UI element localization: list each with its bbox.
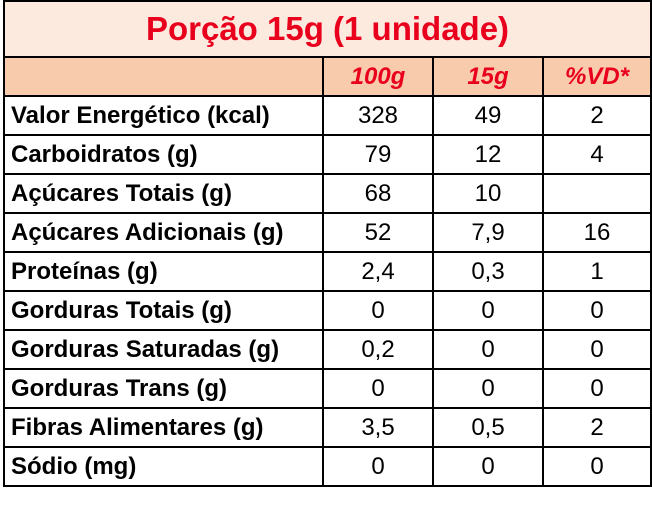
table-row: Gorduras Trans (g) 0 0 0 — [3, 368, 652, 409]
column-header: 100g — [322, 56, 434, 97]
row-label: Açúcares Totais (g) — [3, 173, 324, 214]
table-row: Açúcares Adicionais (g) 52 7,9 16 — [3, 212, 652, 253]
table-row: Açúcares Totais (g) 68 10 — [3, 173, 652, 214]
cell-value: 1 — [541, 251, 652, 292]
cell-value: 2,4 — [322, 251, 434, 292]
cell-value: 10 — [432, 173, 544, 214]
column-header: 15g — [432, 56, 544, 97]
table-row: Carboidratos (g) 79 12 4 — [3, 134, 652, 175]
nutrition-table: Porção 15g (1 unidade) 100g 15g %VD* Valor … — [2, 0, 652, 487]
cell-value: 16 — [541, 212, 652, 253]
cell-value: 328 — [322, 95, 434, 136]
table-row: Sódio (mg) 0 0 0 — [3, 446, 652, 487]
cell-value: 52 — [322, 212, 434, 253]
cell-value: 0 — [322, 446, 434, 487]
cell-value: 3,5 — [322, 407, 434, 448]
cell-value: 2 — [541, 95, 652, 136]
cell-value — [541, 173, 652, 214]
cell-value: 0,2 — [322, 329, 434, 370]
table-row: Gorduras Totais (g) 0 0 0 — [3, 290, 652, 331]
cell-value: 0 — [432, 368, 544, 409]
row-label: Gorduras Trans (g) — [3, 368, 324, 409]
cell-value: 0,3 — [432, 251, 544, 292]
row-label: Valor Energético (kcal) — [3, 95, 324, 136]
cell-value: 0 — [432, 329, 544, 370]
cell-value: 0 — [432, 290, 544, 331]
row-label: Fibras Alimentares (g) — [3, 407, 324, 448]
row-label: Carboidratos (g) — [3, 134, 324, 175]
cell-value: 0 — [541, 368, 652, 409]
cell-value: 79 — [322, 134, 434, 175]
cell-value: 2 — [541, 407, 652, 448]
cell-value: 0,5 — [432, 407, 544, 448]
cell-value: 0 — [541, 446, 652, 487]
cell-value: 0 — [432, 446, 544, 487]
table-row: Fibras Alimentares (g) 3,5 0,5 2 — [3, 407, 652, 448]
header-row: 100g 15g %VD* — [3, 56, 652, 97]
table-row: Valor Energético (kcal) 328 49 2 — [3, 95, 652, 136]
cell-value: 0 — [541, 290, 652, 331]
cell-value: 0 — [541, 329, 652, 370]
nutrition-table-wrap: Porção 15g (1 unidade) 100g 15g %VD* Valor … — [2, 0, 652, 487]
cell-value: 7,9 — [432, 212, 544, 253]
cell-value: 68 — [322, 173, 434, 214]
column-header: %VD* — [541, 56, 652, 97]
row-label: Açúcares Adicionais (g) — [3, 212, 324, 253]
table-title: Porção 15g (1 unidade) — [2, 0, 652, 58]
cell-value: 49 — [432, 95, 544, 136]
cell-value: 0 — [322, 368, 434, 409]
row-label: Gorduras Saturadas (g) — [3, 329, 324, 370]
cell-value: 4 — [541, 134, 652, 175]
row-label: Proteínas (g) — [3, 251, 324, 292]
cell-value: 12 — [432, 134, 544, 175]
table-row: Proteínas (g) 2,4 0,3 1 — [3, 251, 652, 292]
header-cell — [3, 56, 324, 97]
row-label: Gorduras Totais (g) — [3, 290, 324, 331]
row-label: Sódio (mg) — [3, 446, 324, 487]
cell-value: 0 — [322, 290, 434, 331]
table-row: Gorduras Saturadas (g) 0,2 0 0 — [3, 329, 652, 370]
